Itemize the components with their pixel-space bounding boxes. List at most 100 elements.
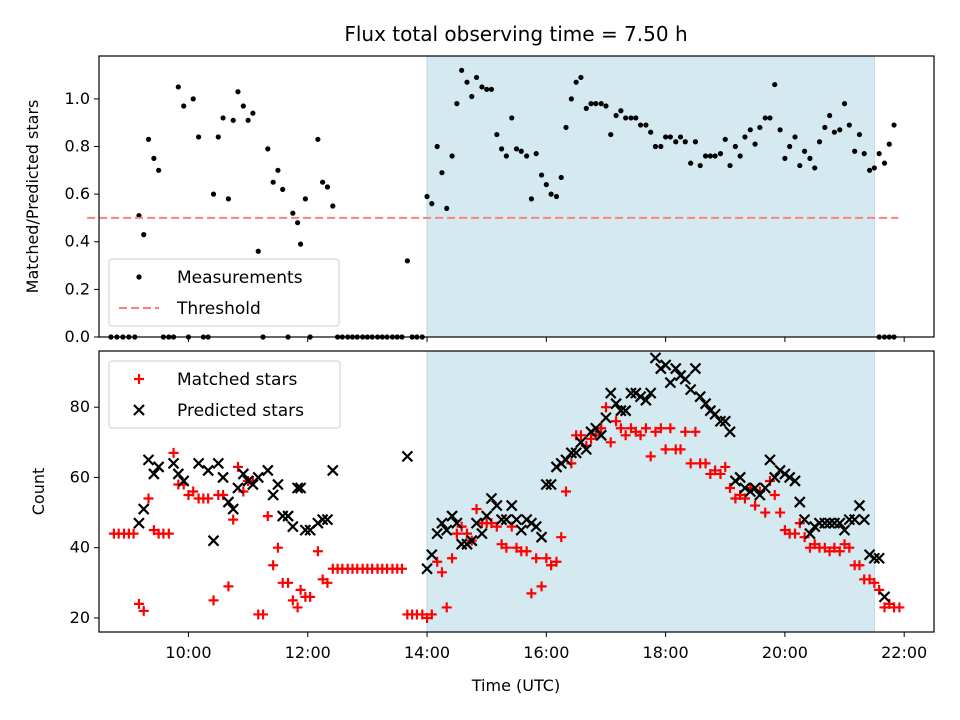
predicted-star-point [282,510,294,522]
measurement-point [270,179,276,185]
measurement-point [677,134,684,140]
measurement-point [722,136,728,142]
measurement-point [235,89,241,95]
matched-star-point [292,602,303,613]
predicted-star-point [530,520,542,533]
measurement-point [593,101,599,107]
measurement-point [230,117,236,123]
matched-star-point [138,605,149,616]
measurement-point [265,146,271,152]
predicted-star-point [669,362,682,375]
measurement-point [643,122,649,128]
y-tick-label: 0.4 [65,232,90,251]
predicted-star-point [262,464,274,477]
measurement-point [762,115,768,121]
measurement-point [558,174,564,181]
legend-box [108,258,340,327]
measurement-point [816,139,823,145]
measurement-point [712,153,718,159]
x-tick-label: 22:00 [881,643,927,662]
predicted-star-point [316,513,329,526]
measurement-point [637,122,644,128]
matched-star-point [710,465,721,476]
measurement-point [692,139,699,145]
predicted-star-point [798,513,811,526]
measurement-point [429,201,435,207]
measurement-point [812,165,818,171]
matched-star-point [680,426,691,437]
predicted-star-point [570,447,582,459]
measurement-point [136,212,142,219]
matched-star-point [660,444,671,455]
predicted-star-point [272,478,284,491]
predicted-star-point [436,517,448,529]
x-tick-label: 10:00 [165,643,211,662]
measurement-point [598,101,604,107]
measurement-point [682,139,688,145]
predicted-star-point [247,478,259,491]
matched-star-point [556,532,567,543]
predicted-star-point [749,482,761,494]
panel-count: 20 40 60 80 Count 10:00 12:00 14:00 16:00 18:00 20… [29,350,935,662]
predicted-star-point [590,422,602,435]
matched-star-point [188,486,199,497]
predicted-star-point [699,397,712,410]
predicted-star-point [625,387,637,399]
measurement-point [210,191,217,197]
predicted-star-point [659,359,672,371]
legend-box [108,360,341,429]
measurement-point [633,115,639,121]
matched-star-point [536,581,547,592]
x-tick-label: 12:00 [285,643,331,662]
measurement-point [757,124,763,131]
measurement-point [782,155,788,161]
predicted-star-point [202,464,214,477]
matched-star-point [775,507,786,518]
measurement-point [190,96,196,102]
measurement-point [290,210,296,216]
measurement-point [886,141,892,147]
matched-star-point [312,546,323,557]
matched-star-point [611,416,622,427]
matched-star-point [322,577,333,588]
matched-star-point [128,528,139,539]
measurement-point [240,103,246,109]
measurement-point [330,203,336,209]
predicted-star-point [768,471,781,484]
measurement-point [518,148,524,154]
predicted-star-point [739,482,751,494]
predicted-star-point [580,443,593,456]
predicted-star-point [724,426,736,438]
predicted-star-point [719,415,732,428]
measurement-point [717,151,724,157]
predicted-star-point [133,517,145,529]
matched-star-point [283,577,294,588]
measurement-point [434,143,440,150]
y-tick-label: 1.0 [65,89,90,108]
measurement-point [250,110,256,116]
predicted-star-point [142,454,155,466]
predicted-star-point [515,524,528,536]
measurement-point [503,153,509,159]
predicted-star-point [505,499,518,512]
predicted-star-point [709,408,721,421]
measurement-point [871,165,877,171]
measurement-point [181,103,187,109]
predicted-star-point [789,475,801,487]
measurement-point [846,122,852,128]
matched-star-point [790,528,801,539]
measurement-point [320,179,326,185]
matched-star-point [272,542,283,553]
predicted-star-point [167,457,180,470]
predicted-star-point [207,534,220,547]
measurement-point [548,191,554,197]
measurement-point [459,67,465,73]
matched-star-point [305,591,316,602]
matched-star-point [739,493,750,504]
matched-star-point [605,437,616,448]
matched-star-point [551,556,562,567]
measurement-point [543,181,549,188]
matched-star-point [575,430,586,441]
predicted-star-point [545,478,557,491]
predicted-star-point [192,457,205,470]
